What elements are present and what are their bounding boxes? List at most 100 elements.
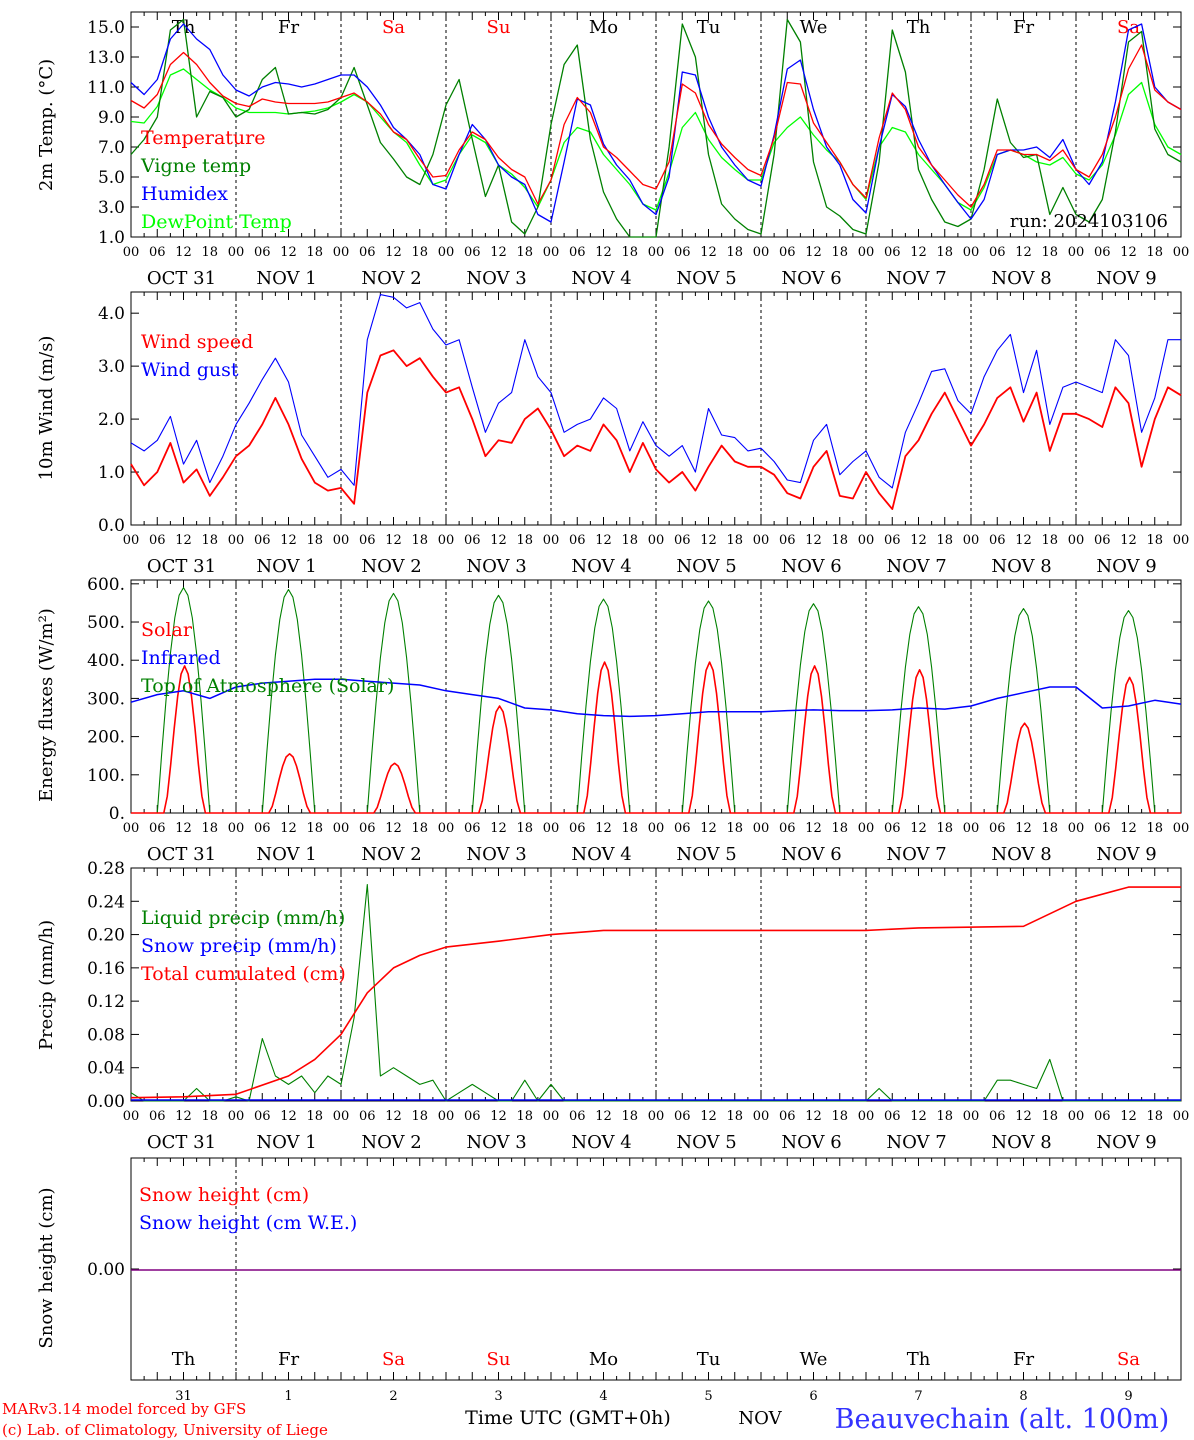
date-label: NOV 4 bbox=[571, 268, 631, 289]
hour-tick-label: 18 bbox=[831, 245, 848, 260]
y-tick-label: 400. bbox=[87, 651, 125, 671]
hour-tick-label: 00 bbox=[648, 1109, 665, 1124]
bottom-day-number: 6 bbox=[809, 1389, 817, 1404]
hour-tick-label: 18 bbox=[936, 533, 953, 548]
hour-tick-label: 12 bbox=[385, 245, 402, 260]
hour-tick-label: 06 bbox=[569, 821, 586, 836]
y-tick-label: 1.0 bbox=[98, 228, 125, 248]
bottom-day-number: 5 bbox=[704, 1389, 712, 1404]
hour-tick-label: 06 bbox=[149, 1109, 166, 1124]
bottom-day-number: 7 bbox=[914, 1389, 922, 1404]
y-axis-label: Energy fluxes (W/m²) bbox=[36, 608, 57, 802]
hour-tick-label: 12 bbox=[490, 245, 507, 260]
hour-tick-label: 18 bbox=[621, 1109, 638, 1124]
hour-tick-label: 12 bbox=[175, 245, 192, 260]
date-label: NOV 8 bbox=[991, 268, 1051, 289]
bottom-day-number: 1 bbox=[284, 1389, 292, 1404]
y-tick-label: 0.00 bbox=[87, 1092, 125, 1112]
hour-tick-label: 00 bbox=[858, 533, 875, 548]
hour-tick-label: 00 bbox=[228, 821, 245, 836]
date-label: NOV 1 bbox=[256, 268, 316, 289]
hour-tick-label: 00 bbox=[543, 245, 560, 260]
legend-entry: Top of Atmosphere (Solar) bbox=[141, 675, 394, 697]
y-tick-label: 300. bbox=[87, 689, 125, 709]
run-annotation: run: 2024103106 bbox=[1010, 211, 1168, 232]
date-label: NOV 3 bbox=[466, 844, 526, 865]
hour-tick-label: 00 bbox=[543, 821, 560, 836]
hour-tick-label: 06 bbox=[254, 1109, 271, 1124]
hour-tick-label: 12 bbox=[910, 1109, 927, 1124]
hour-tick-label: 18 bbox=[621, 533, 638, 548]
hour-tick-label: 00 bbox=[228, 533, 245, 548]
hour-tick-label: 12 bbox=[175, 821, 192, 836]
bottom-day-number: 8 bbox=[1019, 1389, 1027, 1404]
hour-tick-label: 00 bbox=[438, 533, 455, 548]
y-axis-label: Precip (mm/h) bbox=[36, 920, 57, 1050]
date-label: NOV 5 bbox=[676, 268, 736, 289]
legend-entry: Wind gust bbox=[141, 359, 239, 381]
date-label: NOV 2 bbox=[361, 1132, 421, 1153]
day-name-label: Su bbox=[487, 17, 511, 38]
station-name: Beauvechain (alt. 100m) bbox=[835, 1404, 1170, 1435]
bottom-day-name: Sa bbox=[1117, 1349, 1140, 1370]
date-label: NOV 9 bbox=[1096, 1132, 1156, 1153]
date-label: NOV 6 bbox=[781, 268, 841, 289]
date-label: NOV 2 bbox=[361, 268, 421, 289]
legend-entry: DewPoint Temp bbox=[141, 211, 292, 233]
y-tick-label: 0.0 bbox=[98, 516, 125, 536]
y-tick-label: 600. bbox=[87, 575, 125, 595]
panel-frame-1 bbox=[130, 11, 1182, 238]
x-axis-title: Time UTC (GMT+0h) bbox=[465, 1407, 671, 1429]
date-label: NOV 8 bbox=[991, 556, 1051, 577]
day-name-label: Tu bbox=[697, 17, 721, 38]
hour-tick-label: 06 bbox=[464, 245, 481, 260]
hour-tick-label: 00 bbox=[1068, 245, 1085, 260]
hour-tick-label: 18 bbox=[831, 1109, 848, 1124]
y-tick-label: 2.0 bbox=[98, 410, 125, 430]
hour-tick-label: 06 bbox=[149, 245, 166, 260]
legend-entry: Humidex bbox=[141, 183, 228, 205]
bottom-day-name: Tu bbox=[697, 1349, 721, 1370]
y-tick-label: 0.24 bbox=[87, 892, 125, 912]
hour-tick-label: 12 bbox=[700, 1109, 717, 1124]
hour-tick-label: 00 bbox=[1068, 533, 1085, 548]
hour-tick-label: 00 bbox=[963, 245, 980, 260]
hour-tick-label: 06 bbox=[884, 533, 901, 548]
day-name-label: Fr bbox=[278, 17, 299, 38]
date-label: NOV 5 bbox=[676, 844, 736, 865]
hour-tick-label: 18 bbox=[411, 821, 428, 836]
hour-tick-label: 18 bbox=[936, 1109, 953, 1124]
hour-tick-label: 00 bbox=[858, 821, 875, 836]
bottom-day-name: Th bbox=[907, 1349, 931, 1370]
hour-tick-label: 12 bbox=[175, 1109, 192, 1124]
legend-entry: Infrared bbox=[141, 647, 221, 669]
hour-tick-label: 18 bbox=[411, 245, 428, 260]
hour-tick-label: 00 bbox=[543, 533, 560, 548]
hour-tick-label: 00 bbox=[858, 245, 875, 260]
hour-tick-label: 12 bbox=[595, 1109, 612, 1124]
day-name-label: We bbox=[800, 17, 828, 38]
hour-tick-label: 00 bbox=[1173, 821, 1190, 836]
hour-tick-label: 00 bbox=[333, 533, 350, 548]
wind-series-line bbox=[130, 349, 1182, 511]
temp-series-line bbox=[130, 44, 1182, 208]
hour-tick-label: 00 bbox=[123, 533, 140, 548]
hour-tick-label: 06 bbox=[674, 245, 691, 260]
hour-tick-label: 18 bbox=[726, 1109, 743, 1124]
hour-tick-label: 06 bbox=[674, 1109, 691, 1124]
hour-tick-label: 06 bbox=[569, 1109, 586, 1124]
hour-tick-label: 12 bbox=[700, 245, 717, 260]
hour-tick-label: 12 bbox=[490, 1109, 507, 1124]
date-label: NOV 6 bbox=[781, 844, 841, 865]
hour-tick-label: 18 bbox=[621, 821, 638, 836]
hour-tick-label: 06 bbox=[779, 245, 796, 260]
hour-tick-label: 18 bbox=[831, 821, 848, 836]
hour-tick-label: 00 bbox=[1173, 1109, 1190, 1124]
hour-tick-label: 18 bbox=[621, 245, 638, 260]
hour-tick-label: 00 bbox=[963, 1109, 980, 1124]
y-tick-label: 0.00 bbox=[87, 1260, 125, 1280]
y-tick-label: 0.16 bbox=[87, 959, 125, 979]
bottom-day-name: Mo bbox=[589, 1349, 618, 1370]
hour-tick-label: 18 bbox=[726, 821, 743, 836]
hour-tick-label: 12 bbox=[595, 533, 612, 548]
